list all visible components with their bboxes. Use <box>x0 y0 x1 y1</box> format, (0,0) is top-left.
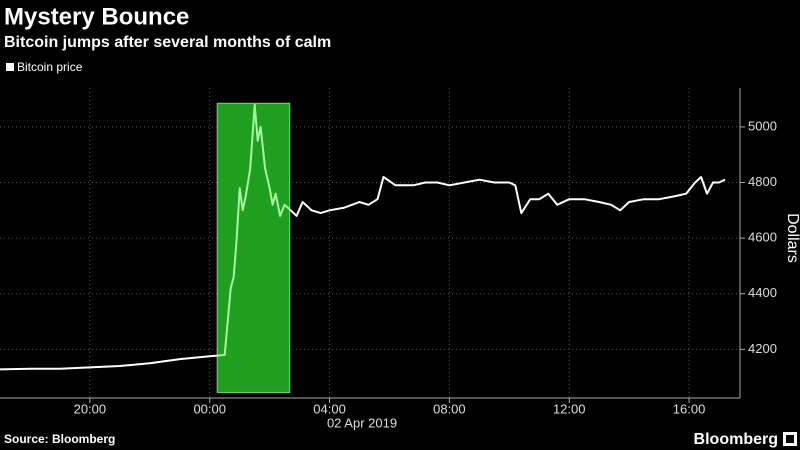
y-tick-label: 4200 <box>748 341 777 356</box>
x-tick-label: 04:00 <box>313 401 346 416</box>
highlight-box <box>216 102 291 393</box>
x-tick-label: 20:00 <box>74 401 107 416</box>
y-tick-label: 4800 <box>748 174 777 189</box>
y-tick-label: 4400 <box>748 285 777 300</box>
date-label: 02 Apr 2019 <box>327 415 397 430</box>
legend-label: Bitcoin price <box>17 60 83 74</box>
source: Source: Bloomberg <box>4 432 115 446</box>
chart-title: Mystery Bounce <box>4 3 189 30</box>
y-tick-label: 5000 <box>748 118 777 133</box>
x-tick-label: 08:00 <box>433 401 466 416</box>
x-tick-label: 00:00 <box>193 401 226 416</box>
y-tick-label: 4600 <box>748 230 777 245</box>
x-tick-label: 16:00 <box>673 401 706 416</box>
price-line <box>0 103 726 371</box>
brand-icon-inner <box>786 435 794 443</box>
y-axis-label: Dollars <box>784 213 800 263</box>
brand: Bloomberg <box>694 431 778 448</box>
chart-subtitle: Bitcoin jumps after several months of ca… <box>4 34 331 51</box>
x-tick-label: 12:00 <box>553 401 586 416</box>
legend-swatch <box>6 63 14 71</box>
